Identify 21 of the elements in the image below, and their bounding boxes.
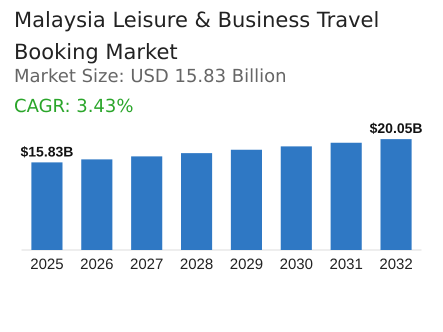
data-label: $15.83B [20,143,74,160]
bar [181,153,212,250]
bar [330,142,362,250]
x-tick-label: 2028 [180,256,214,274]
x-tick-label: 2030 [280,256,313,274]
x-tick-label: 2029 [230,256,264,274]
chart-title: Malaysia Leisure & Business Travel Booking Market [14,8,380,64]
bar [380,139,412,250]
bar [81,159,112,250]
bar [280,146,312,250]
bar [131,156,162,250]
text: CAGR: 3.43% [14,96,134,117]
x-tick-label: 2026 [80,256,114,274]
x-tick-label: 2031 [330,256,363,274]
x-tick-label: 2032 [379,256,413,274]
chart-subtitle: Market Size: USD 15.83 Billion [14,66,287,87]
bar [230,150,262,250]
x-tick-label: 2027 [130,256,164,274]
bar [31,162,62,250]
data-label: $20.05B [370,120,423,136]
x-tick-label: 2025 [30,256,64,274]
